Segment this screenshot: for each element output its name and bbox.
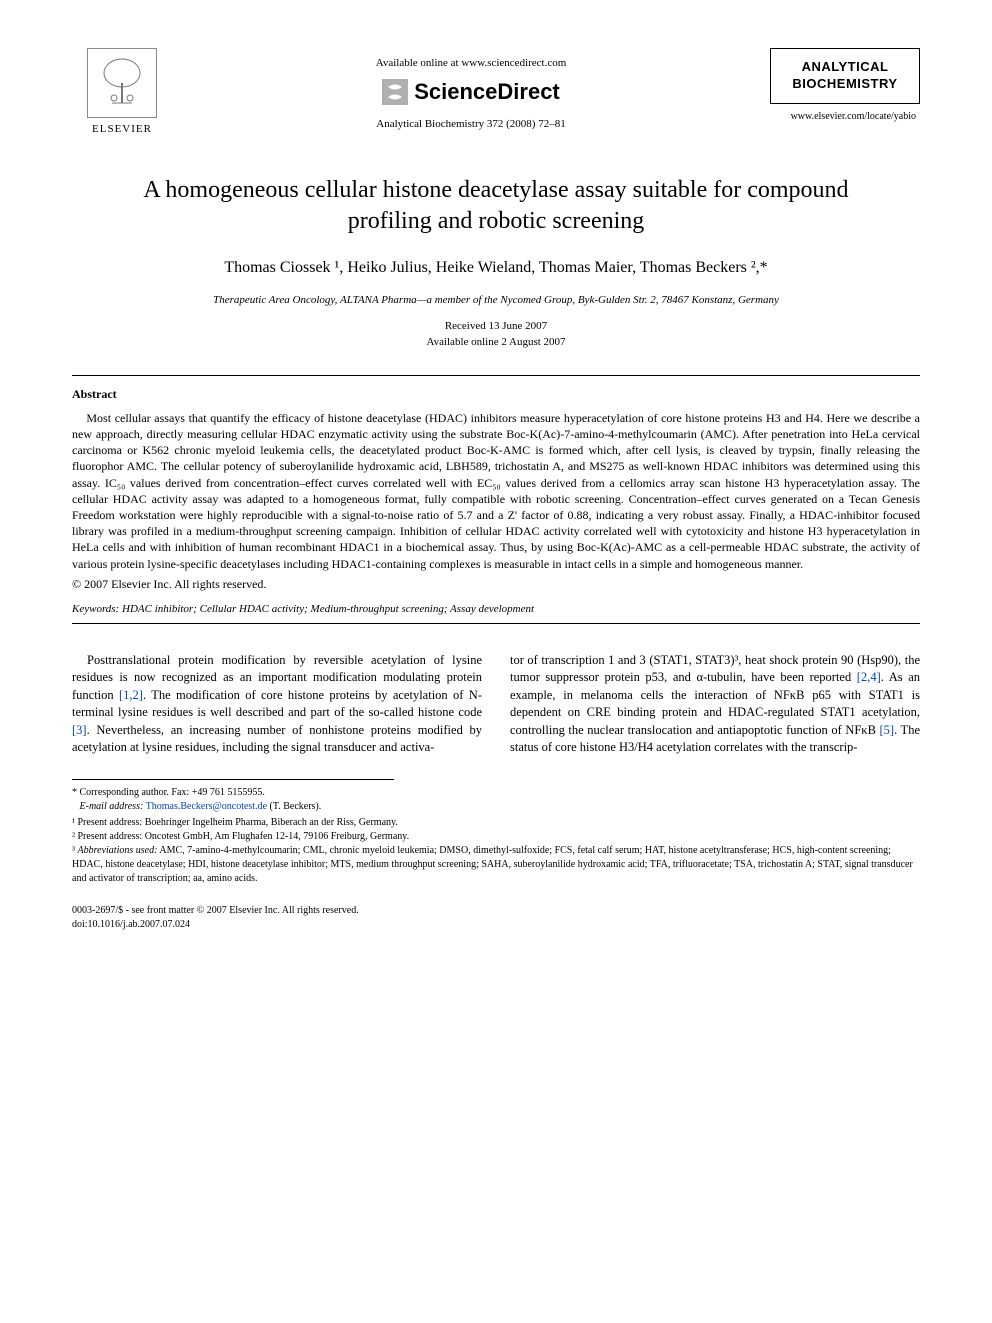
elsevier-tree-icon — [87, 48, 157, 118]
front-matter-line: 0003-2697/$ - see front matter © 2007 El… — [72, 904, 920, 918]
abstract-body: Most cellular assays that quantify the e… — [72, 410, 920, 572]
ref-link-3[interactable]: [3] — [72, 723, 87, 737]
abstract-copyright: © 2007 Elsevier Inc. All rights reserved… — [72, 576, 920, 592]
affiliation: Therapeutic Area Oncology, ALTANA Pharma… — [72, 293, 920, 308]
received-date: Received 13 June 2007 — [72, 318, 920, 335]
email-address[interactable]: Thomas.Beckers@oncotest.de — [146, 801, 267, 812]
sciencedirect-text: ScienceDirect — [414, 77, 560, 107]
journal-reference: Analytical Biochemistry 372 (2008) 72–81 — [172, 117, 770, 132]
center-header: Available online at www.sciencedirect.co… — [172, 48, 770, 131]
page-footer: 0003-2697/$ - see front matter © 2007 El… — [72, 904, 920, 932]
doi-line: doi:10.1016/j.ab.2007.07.024 — [72, 918, 920, 932]
journal-url: www.elsevier.com/locate/yabio — [770, 110, 916, 124]
divider-bottom — [72, 623, 920, 624]
body-col-left: Posttranslational protein modification b… — [72, 652, 482, 757]
ref-link-1-2[interactable]: [1,2] — [119, 688, 143, 702]
body-columns: Posttranslational protein modification b… — [72, 652, 920, 757]
keywords-line: Keywords: HDAC inhibitor; Cellular HDAC … — [72, 602, 920, 617]
publisher-name: ELSEVIER — [92, 122, 152, 137]
email-label: E-mail address: — [80, 801, 144, 812]
journal-name-line1: ANALYTICAL — [783, 59, 907, 76]
footnote-2: ² Present address: Oncotest GmbH, Am Flu… — [72, 830, 920, 844]
keywords-label: Keywords: — [72, 603, 119, 615]
sciencedirect-brand: ScienceDirect — [172, 77, 770, 107]
divider-top — [72, 375, 920, 376]
ref-link-2-4[interactable]: [2,4] — [857, 670, 881, 684]
body-para-1: Posttranslational protein modification b… — [72, 652, 482, 757]
article-title: A homogeneous cellular histone deacetyla… — [116, 175, 876, 237]
page-header: ELSEVIER Available online at www.science… — [72, 48, 920, 137]
journal-box-container: ANALYTICAL BIOCHEMISTRY www.elsevier.com… — [770, 48, 920, 123]
ref-link-5[interactable]: [5] — [880, 723, 895, 737]
abstract-heading: Abstract — [72, 386, 920, 402]
footnote-3-text: ³ Abbreviations used: AMC, 7-amino-4-met… — [72, 845, 913, 884]
footnote-rule-block: * Corresponding author. Fax: +49 761 515… — [72, 779, 394, 814]
journal-title-box: ANALYTICAL BIOCHEMISTRY — [770, 48, 920, 104]
body-col-right: tor of transcription 1 and 3 (STAT1, STA… — [510, 652, 920, 757]
body-para-2: tor of transcription 1 and 3 (STAT1, STA… — [510, 652, 920, 757]
corresponding-author: * Corresponding author. Fax: +49 761 515… — [72, 786, 394, 800]
available-date: Available online 2 August 2007 — [72, 334, 920, 351]
email-line: E-mail address: Thomas.Beckers@oncotest.… — [72, 800, 394, 814]
footnote-1: ¹ Present address: Boehringer Ingelheim … — [72, 816, 920, 830]
footnote-3: ³ Abbreviations used: AMC, 7-amino-4-met… — [72, 844, 920, 886]
available-online-text: Available online at www.sciencedirect.co… — [172, 56, 770, 71]
article-dates: Received 13 June 2007 Available online 2… — [72, 318, 920, 351]
keywords-text: HDAC inhibitor; Cellular HDAC activity; … — [122, 603, 534, 615]
author-list: Thomas Ciossek ¹, Heiko Julius, Heike Wi… — [72, 257, 920, 279]
footnotes-block: ¹ Present address: Boehringer Ingelheim … — [72, 816, 920, 886]
sciencedirect-icon — [382, 79, 408, 105]
body-text-1c: . Nevertheless, an increasing number of … — [72, 723, 482, 755]
journal-name-line2: BIOCHEMISTRY — [783, 76, 907, 93]
publisher-logo: ELSEVIER — [72, 48, 172, 137]
email-person: (T. Beckers). — [270, 801, 322, 812]
